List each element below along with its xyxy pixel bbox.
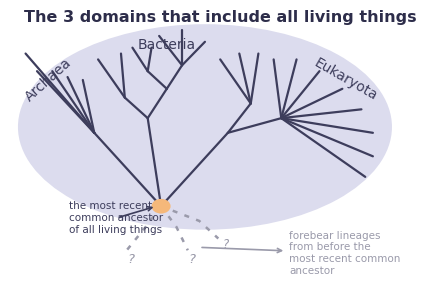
Text: ?: ? — [188, 253, 195, 266]
Circle shape — [152, 199, 170, 214]
Text: ?: ? — [223, 238, 229, 251]
Text: ?: ? — [127, 253, 134, 266]
Text: Bacteria: Bacteria — [138, 38, 196, 52]
Text: the most recent
common ancestor
of all living things: the most recent common ancestor of all l… — [69, 201, 163, 235]
Text: The 3 domains that include all living things: The 3 domains that include all living th… — [24, 9, 416, 24]
Ellipse shape — [18, 24, 392, 230]
Text: Eukaryota: Eukaryota — [312, 56, 380, 104]
Text: Archaea: Archaea — [23, 56, 74, 104]
Text: forebear lineages
from before the
most recent common
ancestor: forebear lineages from before the most r… — [202, 231, 400, 276]
